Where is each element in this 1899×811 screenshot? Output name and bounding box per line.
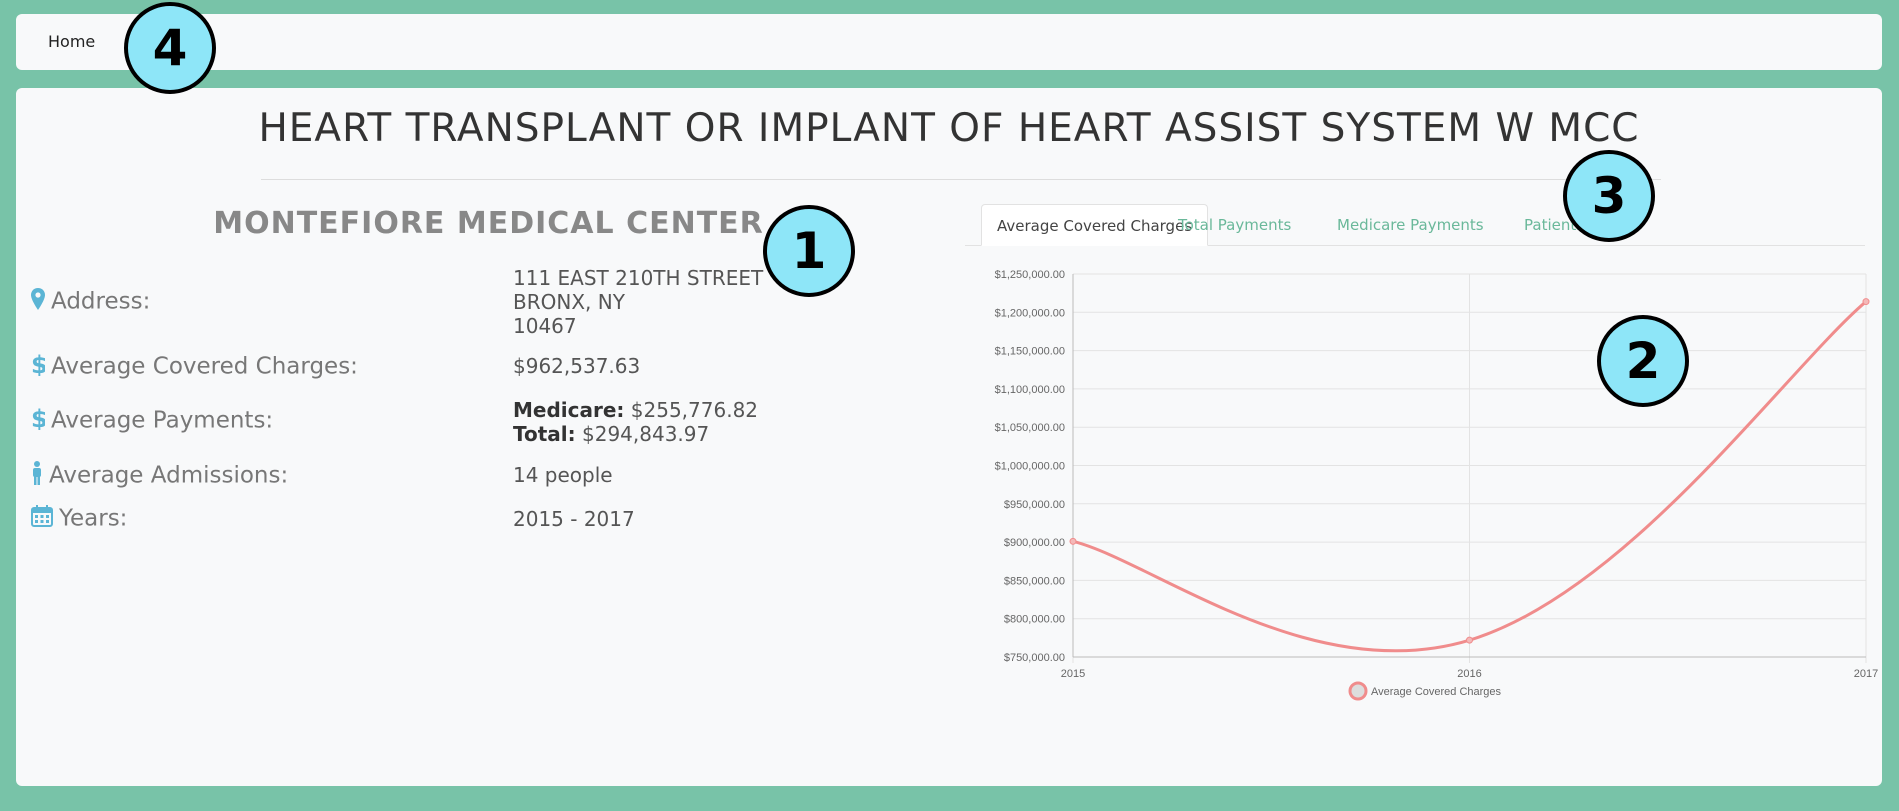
admissions-label: Average Admissions: — [49, 462, 289, 489]
person-icon — [31, 461, 43, 491]
data-point — [1466, 636, 1473, 644]
admissions-label-wrap: Average Admissions: — [31, 461, 288, 491]
top-navbar: Home — [16, 14, 1882, 70]
legend-marker — [1348, 681, 1368, 701]
address-label: Address: — [51, 288, 151, 315]
badge-4: 4 — [124, 2, 216, 94]
tab-medicare-payments[interactable]: Medicare Payments — [1337, 216, 1484, 234]
hospital-name: MONTEFIORE MEDICAL CENTER — [213, 206, 764, 241]
badge-3: 3 — [1563, 150, 1655, 242]
payments-value: Medicare: $255,776.82 Total: $294,843.97 — [513, 398, 758, 446]
line-chart: $1,250,000.00 $1,200,000.00 $1,150,000.00 $… — [961, 258, 1881, 718]
y-tick-label: $900,000.00 — [1004, 537, 1065, 549]
total-value: $294,843.97 — [582, 422, 710, 446]
y-tick-label: $1,050,000.00 — [995, 422, 1065, 434]
tab-average-covered-charges[interactable]: Average Covered Charges — [981, 204, 1209, 246]
legend-label: Average Covered Charges — [1371, 686, 1502, 698]
map-marker-icon — [31, 288, 45, 316]
payments-label-wrap: $ Average Payments: — [31, 405, 274, 436]
badge-1: 1 — [763, 205, 855, 297]
covered-charges-value: $962,537.63 — [513, 354, 641, 378]
y-tick-label: $1,200,000.00 — [995, 307, 1065, 319]
svg-text:$: $ — [31, 352, 45, 376]
nav-home-link[interactable]: Home — [48, 32, 96, 51]
years-label: Years: — [59, 505, 128, 532]
tab-total-payments[interactable]: Total Payments — [1178, 216, 1292, 234]
years-label-wrap: Years: — [31, 505, 127, 533]
x-tick-label: 2017 — [1854, 668, 1878, 680]
tab-patients[interactable]: Patients — [1524, 216, 1585, 234]
address-line3: 10467 — [513, 314, 577, 338]
chart-tabs: Average Covered Charges Total Payments M… — [965, 204, 1865, 246]
address-line1: 111 EAST 210TH STREET — [513, 266, 764, 290]
y-tick-label: $1,250,000.00 — [995, 269, 1065, 281]
data-point — [1862, 298, 1870, 306]
y-tick-label: $1,000,000.00 — [995, 461, 1065, 473]
svg-text:$: $ — [31, 406, 45, 430]
calendar-icon — [31, 505, 53, 533]
medicare-label: Medicare: — [513, 398, 625, 422]
covered-charges-label-wrap: $ Average Covered Charges: — [31, 351, 358, 382]
x-tick-label: 2016 — [1457, 668, 1481, 680]
medicare-value: $255,776.82 — [630, 398, 759, 422]
dollar-icon: $ — [31, 351, 48, 382]
covered-charges-label: Average Covered Charges: — [51, 353, 358, 380]
admissions-value: 14 people — [513, 463, 613, 487]
address-value: 111 EAST 210TH STREET BRONX, NY 10467 — [513, 266, 763, 338]
y-tick-label: $1,150,000.00 — [995, 346, 1065, 358]
x-tick-label: 2015 — [1061, 668, 1085, 680]
dollar-icon: $ — [31, 405, 48, 436]
data-point — [1069, 537, 1077, 545]
page-title: HEART TRANSPLANT OR IMPLANT OF HEART ASS… — [258, 106, 1640, 151]
badge-2: 2 — [1597, 315, 1689, 407]
y-tick-label: $950,000.00 — [1004, 499, 1065, 511]
y-tick-label: $1,100,000.00 — [995, 384, 1065, 396]
payments-label: Average Payments: — [51, 407, 274, 434]
address-line2: BRONX, NY — [513, 290, 625, 314]
y-tick-label: $850,000.00 — [1004, 575, 1065, 587]
years-value: 2015 - 2017 — [513, 507, 635, 531]
y-tick-label: $800,000.00 — [1004, 614, 1065, 626]
title-divider — [261, 179, 1661, 180]
chart-svg: $1,250,000.00 $1,200,000.00 $1,150,000.00 $… — [995, 269, 1878, 701]
address-label-wrap: Address: — [31, 288, 150, 316]
y-tick-label: $750,000.00 — [1004, 652, 1065, 664]
total-label: Total: — [513, 422, 576, 446]
